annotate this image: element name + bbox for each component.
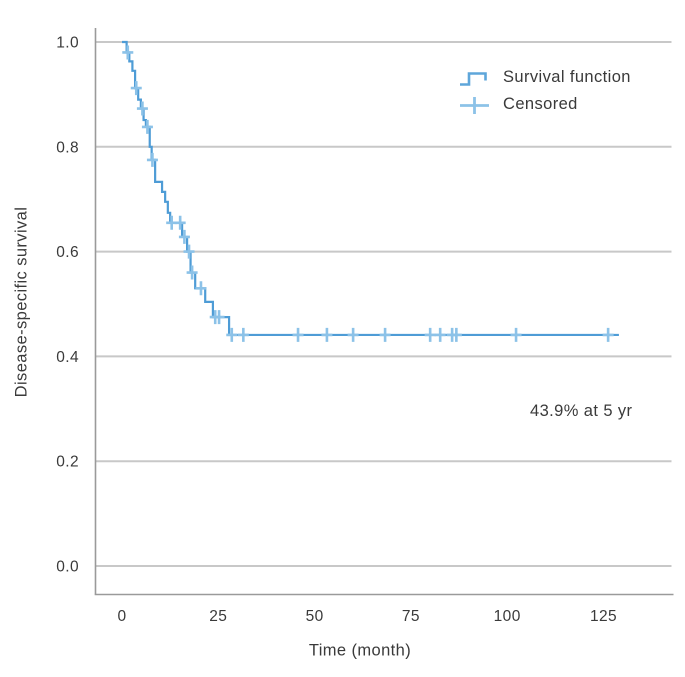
- x-axis-title: Time (month): [308, 641, 412, 660]
- y-axis-title: Disease-specific survival: [12, 206, 31, 398]
- x-tick-label: 75: [402, 608, 420, 625]
- censor-mark: [186, 265, 198, 280]
- y-tick-label: 0.2: [56, 454, 79, 471]
- legend-label-censored: Censored: [503, 95, 578, 113]
- censor-mark: [434, 327, 446, 342]
- plus-icon: [460, 96, 489, 114]
- censor-mark: [174, 215, 186, 230]
- censor-mark: [510, 327, 522, 342]
- censor-mark: [130, 81, 142, 96]
- censor-mark: [602, 327, 614, 342]
- censor-mark: [347, 327, 359, 342]
- censor-mark: [136, 101, 148, 116]
- censor-mark: [213, 310, 225, 325]
- legend-item-survival-function: Survival function: [458, 64, 631, 91]
- y-tick-label: 0.0: [56, 559, 79, 576]
- y-tick-label: 0.8: [56, 139, 79, 156]
- censor-mark: [195, 281, 207, 296]
- censor-mark: [237, 327, 249, 342]
- x-tick-label: 125: [590, 608, 617, 625]
- censor-mark: [141, 119, 153, 134]
- censor-mark: [183, 244, 195, 259]
- censor-mark: [292, 327, 304, 342]
- x-tick-label: 0: [117, 608, 126, 625]
- censor-mark: [379, 327, 391, 342]
- legend-label-survival-function: Survival function: [503, 68, 631, 86]
- step-line-icon: [460, 71, 487, 86]
- y-tick-label: 0.6: [56, 244, 79, 261]
- censor-mark: [122, 45, 134, 60]
- censor-mark: [450, 327, 462, 342]
- censor-mark: [178, 229, 190, 244]
- censor-mark: [424, 327, 436, 342]
- legend: Survival function Censored: [458, 64, 631, 118]
- survival-curve: [122, 40, 619, 337]
- censor-mark: [321, 327, 333, 342]
- x-tick-label: 50: [306, 608, 324, 625]
- survival-rate-annotation: 43.9% at 5 yr: [530, 402, 633, 420]
- censor-mark: [226, 327, 238, 342]
- censor-mark: [146, 152, 158, 167]
- y-tick-label: 0.4: [56, 349, 79, 366]
- x-tick-label: 25: [209, 608, 227, 625]
- legend-item-censored: Censored: [458, 91, 631, 118]
- x-tick-label: 100: [494, 608, 521, 625]
- y-tick-label: 1.0: [56, 35, 79, 52]
